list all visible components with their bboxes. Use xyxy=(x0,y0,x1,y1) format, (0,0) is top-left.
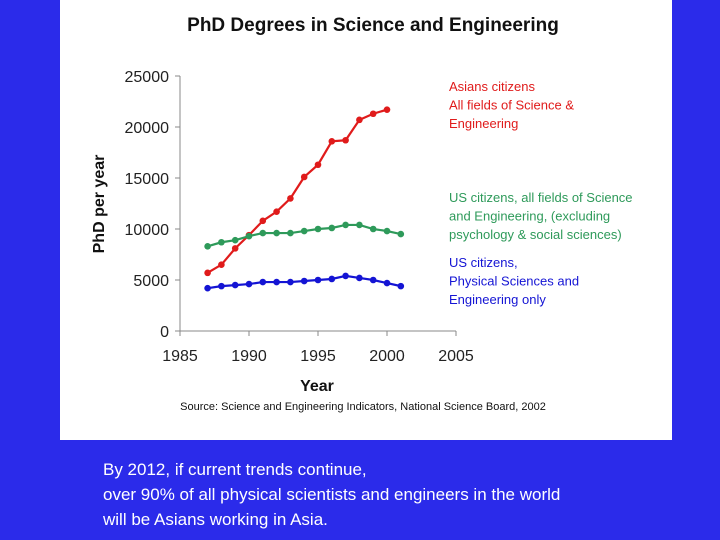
data-point xyxy=(204,269,211,277)
y-tick-label: 5000 xyxy=(133,273,169,290)
chart-panel: PhD Degrees in Science and Engineering 0… xyxy=(60,0,672,440)
data-point xyxy=(300,277,308,285)
y-tick-label: 0 xyxy=(160,324,169,341)
x-tick-label: 1995 xyxy=(300,348,336,365)
data-point xyxy=(204,284,211,292)
legend-entry-text: All fields of Science & xyxy=(449,98,574,113)
y-axis-label: PhD per year xyxy=(91,155,108,254)
data-point xyxy=(328,275,336,283)
caption: By 2012, if current trends continue, ove… xyxy=(103,457,703,532)
y-tick-label: 20000 xyxy=(125,120,170,137)
series-1 xyxy=(204,221,405,250)
data-point xyxy=(300,227,308,235)
data-point xyxy=(245,280,253,288)
legend-entry-text: Physical Sciences and xyxy=(449,274,579,289)
legend-entry-text: US citizens, all fields of Science xyxy=(449,190,633,205)
data-point xyxy=(356,274,363,282)
y-tick-label: 15000 xyxy=(125,171,170,188)
data-point xyxy=(369,225,377,233)
data-point xyxy=(273,278,280,286)
data-point xyxy=(328,137,336,145)
data-point xyxy=(287,195,294,202)
caption-line: over 90% of all physical scientists and … xyxy=(103,485,561,504)
data-point xyxy=(231,236,239,244)
data-point xyxy=(218,238,225,246)
data-point xyxy=(342,272,349,280)
y-tick-labels: 0 5000 10000 15000 20000 25000 xyxy=(125,69,180,341)
legend-entry-text: Asians citizens xyxy=(449,79,535,94)
legend-entry-text: Engineering xyxy=(449,116,518,131)
data-point xyxy=(356,221,363,229)
data-point xyxy=(342,136,349,144)
data-point xyxy=(383,106,391,113)
data-point xyxy=(328,224,336,232)
data-point xyxy=(273,229,280,237)
data-point xyxy=(287,229,294,237)
x-axis-label: Year xyxy=(300,378,334,395)
legend-entry-text: US citizens, xyxy=(449,255,518,270)
source-note: Source: Science and Engineering Indicato… xyxy=(180,401,546,413)
series-0 xyxy=(204,106,391,277)
data-point xyxy=(397,282,405,290)
x-tick-labels: 1985 1990 1995 2000 2005 xyxy=(162,331,474,365)
data-point xyxy=(231,281,239,289)
series-2 xyxy=(204,272,405,292)
data-point xyxy=(397,230,405,238)
data-point xyxy=(273,208,280,215)
x-tick-label: 2000 xyxy=(369,348,405,365)
data-point xyxy=(259,229,267,237)
data-point xyxy=(245,232,253,240)
data-point xyxy=(314,276,322,284)
data-point xyxy=(300,173,308,181)
data-point xyxy=(231,245,239,252)
data-point xyxy=(383,279,391,287)
caption-line: will be Asians working in Asia. xyxy=(103,510,328,529)
x-tick-label: 1985 xyxy=(162,348,198,365)
data-point xyxy=(287,278,294,286)
x-tick-label: 2005 xyxy=(438,348,474,365)
phd-chart: PhD Degrees in Science and Engineering 0… xyxy=(91,15,633,413)
data-point xyxy=(369,110,377,118)
data-point xyxy=(314,225,322,233)
data-point xyxy=(342,221,349,229)
legend-entry-text: and Engineering, (excluding xyxy=(449,209,610,224)
chart-title: PhD Degrees in Science and Engineering xyxy=(187,15,559,36)
legend-entry-text: Engineering only xyxy=(449,292,546,307)
data-point xyxy=(259,278,267,286)
data-point xyxy=(204,243,211,250)
data-point xyxy=(259,217,267,225)
y-tick-label: 10000 xyxy=(125,222,170,239)
caption-line: By 2012, if current trends continue, xyxy=(103,460,367,479)
y-tick-label: 25000 xyxy=(125,69,170,86)
data-point xyxy=(218,261,225,269)
data-point xyxy=(356,116,363,124)
data-point xyxy=(369,276,377,284)
series-layer xyxy=(204,106,405,292)
data-point xyxy=(314,161,322,169)
legend-entry-text: psychology & social sciences) xyxy=(449,227,622,242)
data-point xyxy=(383,227,391,235)
x-tick-label: 1990 xyxy=(231,348,267,365)
legend: Asians citizens All fields of Science & En… xyxy=(449,79,633,307)
data-point xyxy=(218,282,225,290)
